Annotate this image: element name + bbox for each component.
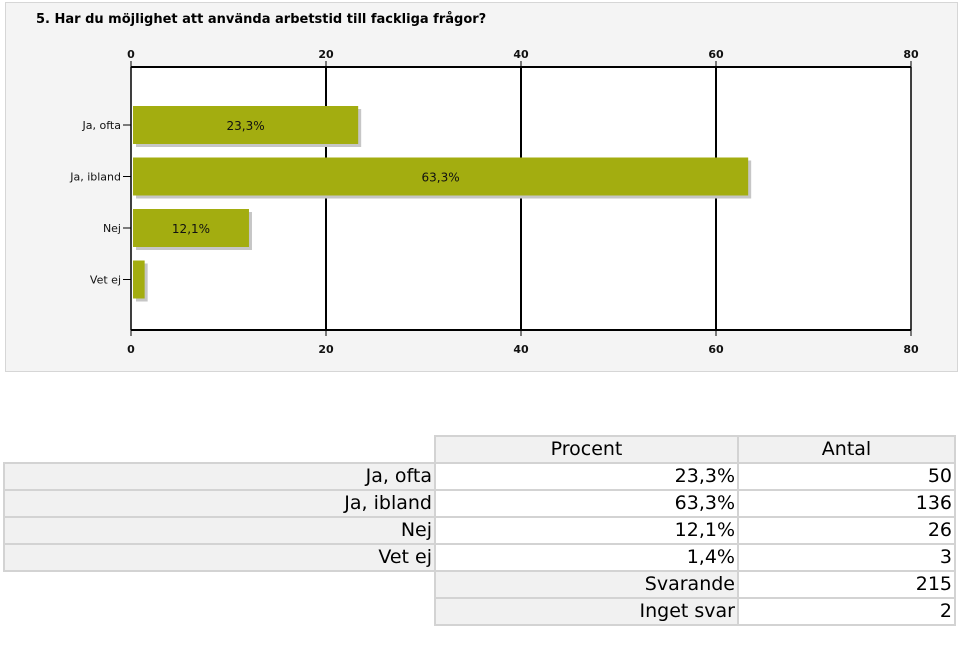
category-label: Ja, ofta: [82, 119, 121, 132]
bar: [133, 106, 359, 144]
x-tick-label-bottom: 60: [708, 343, 724, 356]
data-label: 23,3%: [227, 119, 265, 133]
data-label: 63,3%: [422, 171, 460, 185]
row-label: Ja, ibland: [3, 489, 436, 518]
table-row: Ja, ibland 63,3% 136: [3, 489, 956, 518]
bar: [133, 260, 145, 299]
header-empty-cell: [4, 436, 435, 463]
summary-count: 215: [737, 570, 956, 599]
x-tick-label-bottom: 80: [903, 343, 919, 356]
category-label: Nej: [103, 222, 121, 235]
chart-panel: 5. Har du möjlighet att använda arbetsti…: [5, 2, 958, 372]
x-tick-label-top: 20: [318, 48, 334, 61]
x-tick-label-top: 40: [513, 48, 529, 61]
summary-row: Inget svar 2: [4, 597, 956, 626]
x-tick-label-top: 0: [127, 48, 135, 61]
bar: [133, 209, 249, 247]
header-antal: Antal: [737, 435, 956, 464]
summary-label: Inget svar: [434, 597, 739, 626]
row-label: Vet ej: [3, 543, 436, 572]
table-row: Ja, ofta 23,3% 50: [3, 462, 956, 491]
chart-title: 5. Har du möjlighet att använda arbetsti…: [36, 12, 487, 27]
table-header-row: Procent Antal: [4, 435, 956, 464]
row-label: Nej: [3, 516, 436, 545]
data-label: 12,1%: [172, 222, 210, 236]
table-row: Vet ej 1,4% 3: [3, 543, 956, 572]
summary-empty-cell: [4, 571, 435, 598]
row-count: 136: [737, 489, 956, 518]
bar: [133, 157, 749, 196]
row-label: Ja, ofta: [3, 462, 436, 491]
summary-row: Svarande 215: [4, 570, 956, 599]
bar-chart: 0 0 20 20 40 40 60 60 80 80 Ja, ofta 23,3% Ja, iblan…: [69, 48, 919, 356]
summary-empty-cell: [4, 598, 435, 625]
header-procent: Procent: [434, 435, 739, 464]
row-count: 26: [737, 516, 956, 545]
row-percent: 23,3%: [434, 462, 739, 491]
summary-label: Svarande: [434, 570, 739, 599]
x-tick-label-bottom: 40: [513, 343, 529, 356]
x-tick-label-bottom: 20: [318, 343, 334, 356]
category-label: Vet ej: [90, 274, 121, 287]
row-percent: 63,3%: [434, 489, 739, 518]
category-label: Ja, ibland: [69, 171, 121, 184]
row-percent: 12,1%: [434, 516, 739, 545]
stats-table: Procent Antal Ja, ofta 23,3% 50 Ja, ibla…: [3, 435, 956, 626]
x-tick-label-top: 80: [903, 48, 919, 61]
x-tick-label-bottom: 0: [127, 343, 135, 356]
x-tick-label-top: 60: [708, 48, 724, 61]
summary-count: 2: [737, 597, 956, 626]
table-row: Nej 12,1% 26: [3, 516, 956, 545]
row-count: 50: [737, 462, 956, 491]
row-count: 3: [737, 543, 956, 572]
row-percent: 1,4%: [434, 543, 739, 572]
